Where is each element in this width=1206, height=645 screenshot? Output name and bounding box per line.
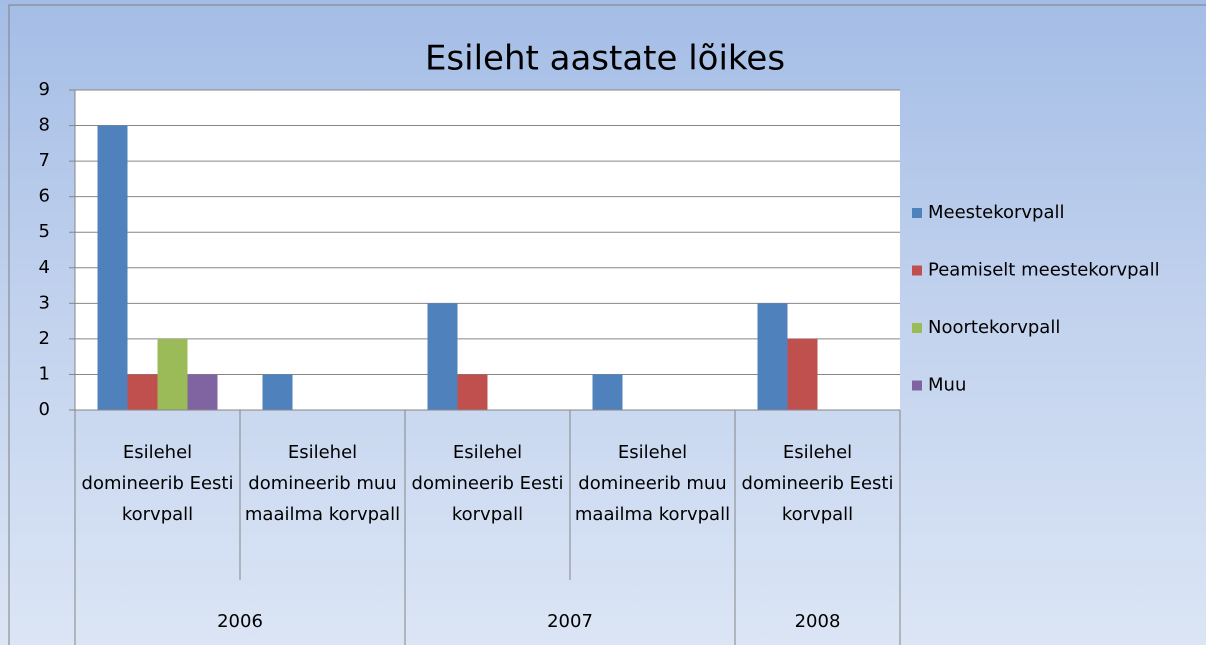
y-tick-label: 3 (39, 292, 50, 313)
legend-swatch (912, 323, 922, 333)
x-tick-label: Esilehel domineerib Eesti korvpall (411, 442, 564, 525)
x-tick-label: Esilehel domineerib Eesti korvpall (741, 442, 894, 525)
bar (187, 374, 218, 410)
y-tick-label: 1 (39, 363, 50, 384)
legend-swatch (912, 208, 922, 218)
group-label: 2006 (217, 611, 263, 632)
x-tick-label: Esilehel domineerib muu maailma korvpall (244, 442, 401, 525)
bar (787, 338, 818, 410)
y-tick-label: 5 (39, 221, 50, 242)
bar (97, 125, 128, 411)
legend-label: Meestekorvpall (928, 202, 1065, 223)
y-tick-label: 7 (39, 150, 50, 171)
bar (592, 374, 623, 410)
y-tick-label: 9 (39, 79, 50, 100)
y-tick-label: 0 (39, 399, 50, 420)
bar (157, 338, 188, 410)
group-label: 2007 (547, 611, 593, 632)
y-tick-label: 6 (39, 186, 50, 207)
chart-frame (8, 4, 1206, 645)
legend-swatch (912, 265, 922, 276)
group-label: 2008 (795, 611, 841, 632)
bar (427, 303, 458, 410)
legend-label: Noortekorvpall (928, 317, 1060, 338)
y-tick-label: 2 (39, 328, 50, 349)
legend-label: Peamiselt meestekorvpall (928, 260, 1160, 281)
legend-swatch (912, 380, 922, 391)
y-tick-label: 4 (39, 257, 50, 278)
legend-label: Muu (928, 375, 966, 396)
chart-title: Esileht aastate lõikes (425, 39, 785, 79)
bar (127, 374, 158, 410)
x-tick-label: Esilehel domineerib Eesti korvpall (81, 442, 234, 525)
bar (262, 374, 293, 410)
bar (757, 303, 788, 410)
bar (457, 374, 488, 410)
y-tick-label: 8 (39, 115, 50, 136)
x-tick-label: Esilehel domineerib muu maailma korvpall (574, 442, 731, 525)
